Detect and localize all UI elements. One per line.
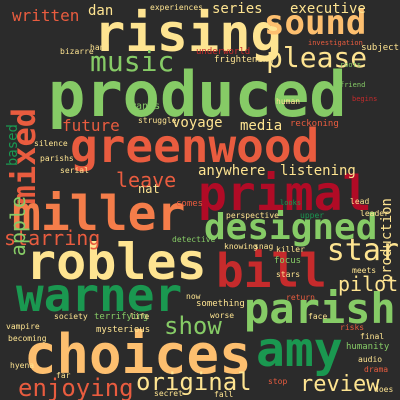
word-hyena: hyena [10, 361, 35, 370]
word-society: society [54, 312, 88, 321]
word-drama: drama [364, 365, 389, 374]
word-leave: leave [116, 168, 177, 192]
word-bill: bill [216, 244, 327, 298]
word-detective: detective [172, 235, 216, 244]
word-friend: friend [340, 81, 366, 89]
word-rising: rising [94, 4, 282, 64]
word-silence: silence [34, 139, 68, 148]
word-based: based [5, 124, 21, 167]
word-written: written [12, 6, 80, 25]
word-anywhere: anywhere [198, 163, 266, 179]
word-comes: comes [176, 199, 204, 209]
word-future: future [62, 116, 120, 135]
word-snag: snag [254, 242, 274, 251]
word-star: star [326, 233, 399, 268]
word-nat: nat [138, 182, 160, 196]
word-music: music [90, 45, 175, 78]
word-hand: hand [90, 43, 110, 52]
word-subject: subject [361, 43, 399, 53]
word-underworld: underworld [196, 47, 251, 57]
word-robles: robles [26, 233, 207, 291]
word-listening: listening [280, 163, 356, 179]
word-return: return [286, 293, 315, 302]
word-series: series [212, 1, 263, 17]
word-terrifying: terrifying [94, 312, 149, 322]
word-does: does [374, 385, 394, 394]
word-serial: serial [60, 166, 89, 175]
word-designed: designed [204, 207, 378, 248]
word-miller: miller [12, 186, 186, 242]
word-primal: primal [198, 166, 372, 222]
word-far: far [56, 371, 71, 380]
word-lead: lead [350, 197, 370, 206]
word-parish: parish [244, 284, 396, 333]
word-please: please [266, 41, 368, 74]
word-human: human [276, 97, 301, 106]
word-experiences: experiences [150, 3, 203, 12]
word-vampire: vampire [6, 322, 40, 331]
word-dan: dan [88, 3, 114, 19]
word-fall: fall [214, 390, 234, 399]
word-show: show [164, 312, 222, 340]
word-roots: roots [340, 61, 362, 69]
word-worse: worse [210, 311, 235, 320]
word-perspective: perspective [226, 211, 279, 220]
word-life: life [130, 312, 150, 321]
word-risks: risks [340, 323, 365, 332]
word-produced: produced [48, 58, 347, 131]
word-killer: killer [276, 245, 305, 254]
word-stop: stop [268, 377, 288, 386]
word-original: original [136, 368, 252, 396]
word-focus: focus [274, 256, 302, 266]
word-frightening: frightening [214, 55, 274, 65]
word-stars: stars [276, 270, 301, 279]
word-investigation: investigation [308, 39, 363, 47]
word-mysterious: mysterious [96, 325, 151, 335]
word-begins: begins [352, 95, 378, 103]
word-review: review [300, 372, 380, 397]
word-audio: audio [358, 355, 383, 364]
word-knowing: knowing [224, 242, 258, 251]
word-now: now [186, 292, 201, 301]
word-looks: looks [280, 199, 302, 207]
word-secret: secret [154, 389, 183, 398]
word-upper: upper [300, 211, 325, 220]
word-media: media [240, 118, 283, 134]
word-final: final [360, 332, 385, 341]
word-bizarre: bizarre [60, 47, 94, 56]
word-parishs: parishs [40, 154, 74, 163]
word-enjoying: enjoying [18, 374, 134, 400]
word-amy: amy [256, 322, 343, 378]
word-humanity: humanity [346, 342, 390, 352]
word-leader: leader [360, 209, 389, 218]
word-apple: apple [6, 196, 30, 257]
word-sound: sound [264, 3, 367, 43]
word-face: face [308, 312, 328, 321]
word-greenwood: greenwood [70, 119, 320, 173]
word-executive: executive [290, 1, 366, 17]
word-choices: choices [24, 323, 252, 386]
word-pilot: pilot [338, 272, 399, 296]
word-reckoning: reckoning [290, 119, 339, 129]
word-something: something [196, 299, 245, 309]
word-starring: starring [4, 226, 101, 250]
word-voyage: voyage [172, 115, 223, 131]
word-wants: wants [130, 101, 161, 112]
word-warner: warner [16, 268, 183, 322]
word-struggle: struggle [138, 116, 177, 125]
word-meets: meets [352, 266, 377, 275]
word-becoming: becoming [8, 334, 47, 343]
